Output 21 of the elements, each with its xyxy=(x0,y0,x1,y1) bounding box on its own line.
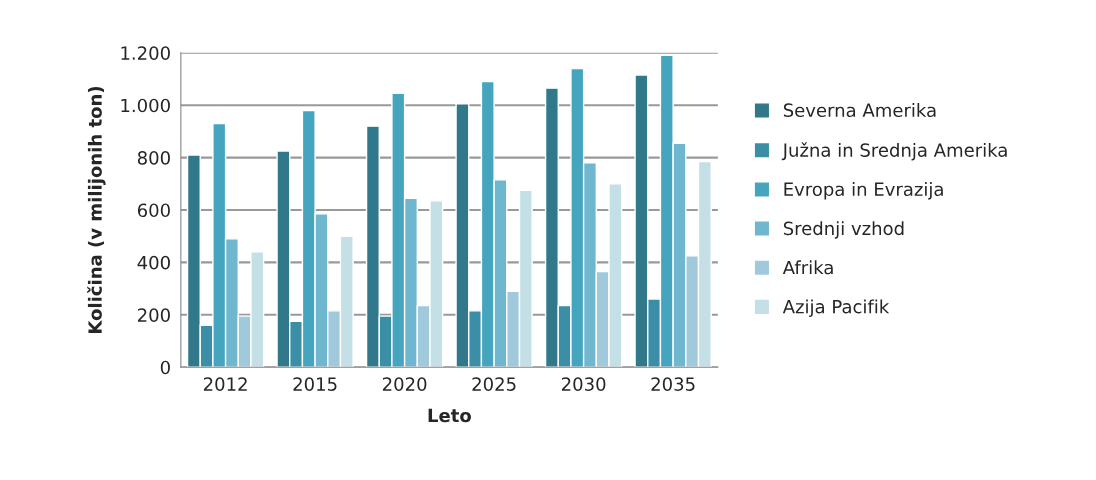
x-tick-label: 2012 xyxy=(203,377,247,391)
y-tick-label: 400 xyxy=(137,255,170,270)
y-tick-label: 1.200 xyxy=(121,46,170,60)
legend-label: Srednji vzhod xyxy=(783,221,904,239)
legend-label: Južna in Srednja Amerika xyxy=(781,142,1007,161)
y-tick-label: 200 xyxy=(137,308,170,322)
y-tick-label: 600 xyxy=(137,203,170,218)
legend-label: Azija Pacifik xyxy=(782,299,890,317)
y-tick-label: 1.000 xyxy=(121,98,170,113)
y-tick-label: 800 xyxy=(137,151,170,165)
legend-label: Afrika xyxy=(782,260,833,275)
x-tick-label: 2035 xyxy=(651,377,695,391)
legend-label: Severna Amerika xyxy=(783,103,936,118)
y-tick-label: 0 xyxy=(160,360,170,375)
x-tick-label: 2025 xyxy=(472,377,516,391)
legend-label: Evropa in Evrazija xyxy=(784,182,943,200)
x-tick-label: 2020 xyxy=(382,377,427,391)
y-axis-title: Količina (v milijonih ton) xyxy=(87,86,106,333)
x-tick-label: 2015 xyxy=(293,377,337,391)
x-axis-title: Leto xyxy=(428,408,471,423)
x-tick-label: 2030 xyxy=(561,377,606,391)
